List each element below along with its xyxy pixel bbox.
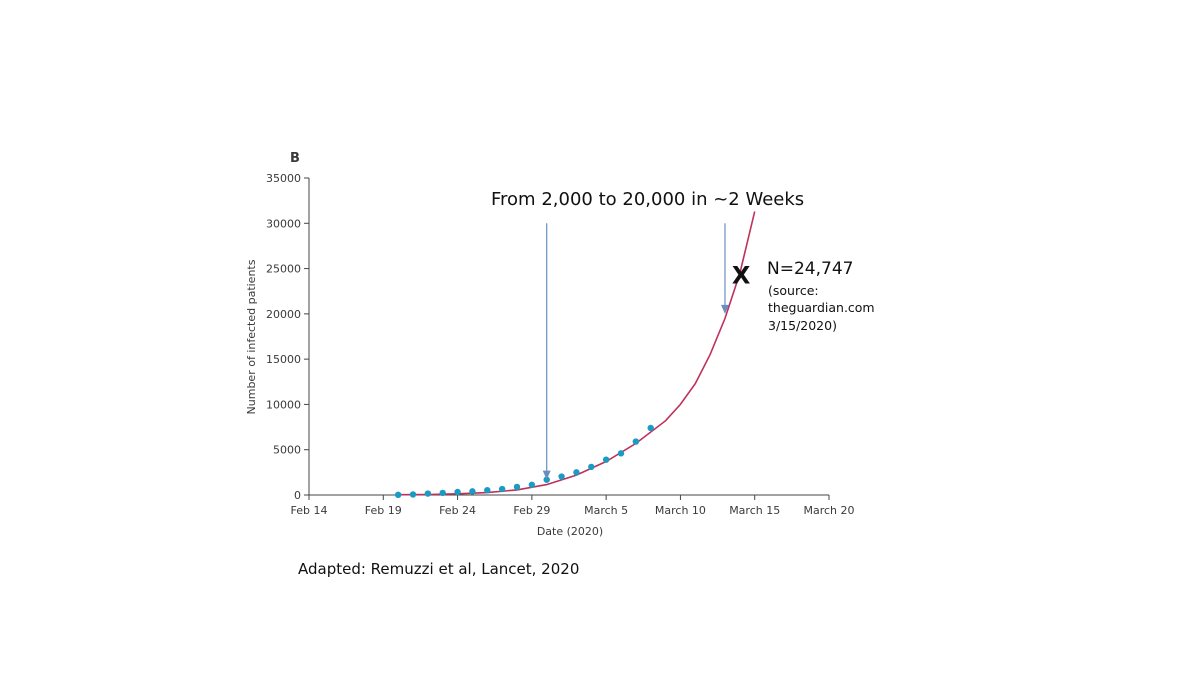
data-point xyxy=(588,463,595,471)
model-curve-line xyxy=(398,211,756,496)
model-curve-layer xyxy=(398,211,756,496)
data-point xyxy=(484,486,491,494)
data-point xyxy=(647,424,654,432)
data-point xyxy=(617,450,625,457)
x-marker: X xyxy=(732,262,751,290)
source-line-3: 3/15/2020) xyxy=(768,318,837,333)
y-axis-label: Number of infected patients xyxy=(245,259,258,414)
y-tick-label: 10000 xyxy=(266,398,301,411)
data-point xyxy=(394,491,402,499)
data-point xyxy=(498,485,506,493)
credit-text: Adapted: Remuzzi et al, Lancet, 2020 xyxy=(298,560,579,578)
annotation-arrowhead xyxy=(542,470,551,480)
data-point xyxy=(409,491,417,498)
x-tick-label: March 10 xyxy=(655,504,706,517)
data-point xyxy=(513,483,521,491)
y-tick-label: 30000 xyxy=(266,217,301,230)
data-point xyxy=(454,488,461,496)
x-tick-label: Feb 24 xyxy=(439,504,476,517)
data-point xyxy=(632,438,640,445)
x-tick-label: Feb 29 xyxy=(513,504,550,517)
x-tick-label: March 5 xyxy=(584,504,628,517)
y-tick-label: 0 xyxy=(294,489,301,502)
x-tick-label: March 20 xyxy=(803,504,854,517)
y-tick-label: 35000 xyxy=(266,172,301,185)
y-tick-label: 15000 xyxy=(266,353,301,366)
x-tick-label: March 15 xyxy=(729,504,780,517)
y-tick-label: 25000 xyxy=(266,263,301,276)
x-tick-label: Feb 19 xyxy=(365,504,402,517)
data-point xyxy=(528,481,536,488)
data-point xyxy=(558,473,565,480)
source-line-2: theguardian.com xyxy=(768,300,875,315)
x-axis-label: Date (2020) xyxy=(537,525,603,538)
annotation-headline: From 2,000 to 20,000 in ~2 Weeks xyxy=(491,189,804,210)
data-point xyxy=(424,490,432,497)
n-label: N=24,747 xyxy=(767,259,853,279)
axes: 0 5000 10000 15000 20000 25000 30000 35000 Feb 1… xyxy=(266,172,855,517)
data-point xyxy=(543,476,550,483)
annotation-arrowhead xyxy=(721,304,729,314)
x-tick-label: Feb 14 xyxy=(291,504,328,517)
observed-points-layer xyxy=(394,424,654,499)
y-tick-label: 5000 xyxy=(273,444,301,457)
data-point xyxy=(602,456,610,463)
data-point xyxy=(469,488,476,495)
panel-label: B xyxy=(290,151,300,166)
source-line-1: (source: xyxy=(768,283,819,298)
data-point xyxy=(573,469,580,476)
y-tick-label: 20000 xyxy=(266,308,301,321)
data-point xyxy=(439,489,446,497)
annotation-layer: X xyxy=(542,223,751,480)
